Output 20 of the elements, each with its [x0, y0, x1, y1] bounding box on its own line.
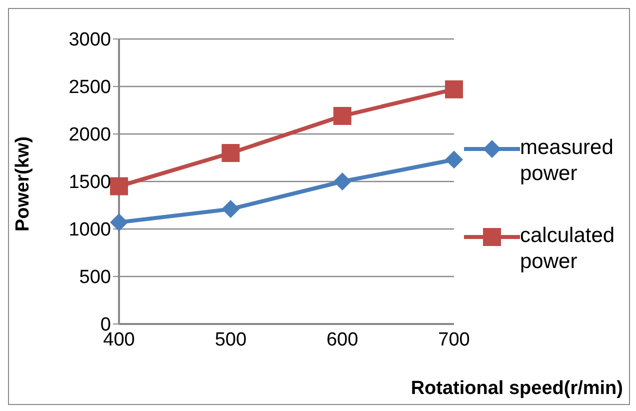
x-tick-label: 600	[326, 329, 358, 350]
point	[222, 200, 240, 218]
y-tick-label: 3000	[68, 30, 111, 51]
x-tick-label: 700	[438, 329, 470, 350]
y-tick-label: 2500	[68, 77, 111, 98]
point	[333, 172, 352, 190]
point	[110, 213, 128, 232]
point	[222, 144, 240, 162]
y-tick-label: 500	[79, 267, 111, 288]
point	[110, 177, 128, 196]
x-axis-title: Rotational speed(r/min)	[410, 378, 623, 400]
point	[333, 106, 352, 125]
point	[445, 150, 463, 169]
y-tick-label: 1000	[68, 220, 111, 241]
y-axis-title: Power(kw)	[12, 136, 34, 232]
legend-label: calculated power	[520, 222, 616, 274]
y-tick-label: 2000	[68, 124, 111, 146]
legend-label: measured power	[520, 134, 614, 186]
x-tick-label: 500	[214, 329, 247, 350]
point	[445, 80, 463, 98]
